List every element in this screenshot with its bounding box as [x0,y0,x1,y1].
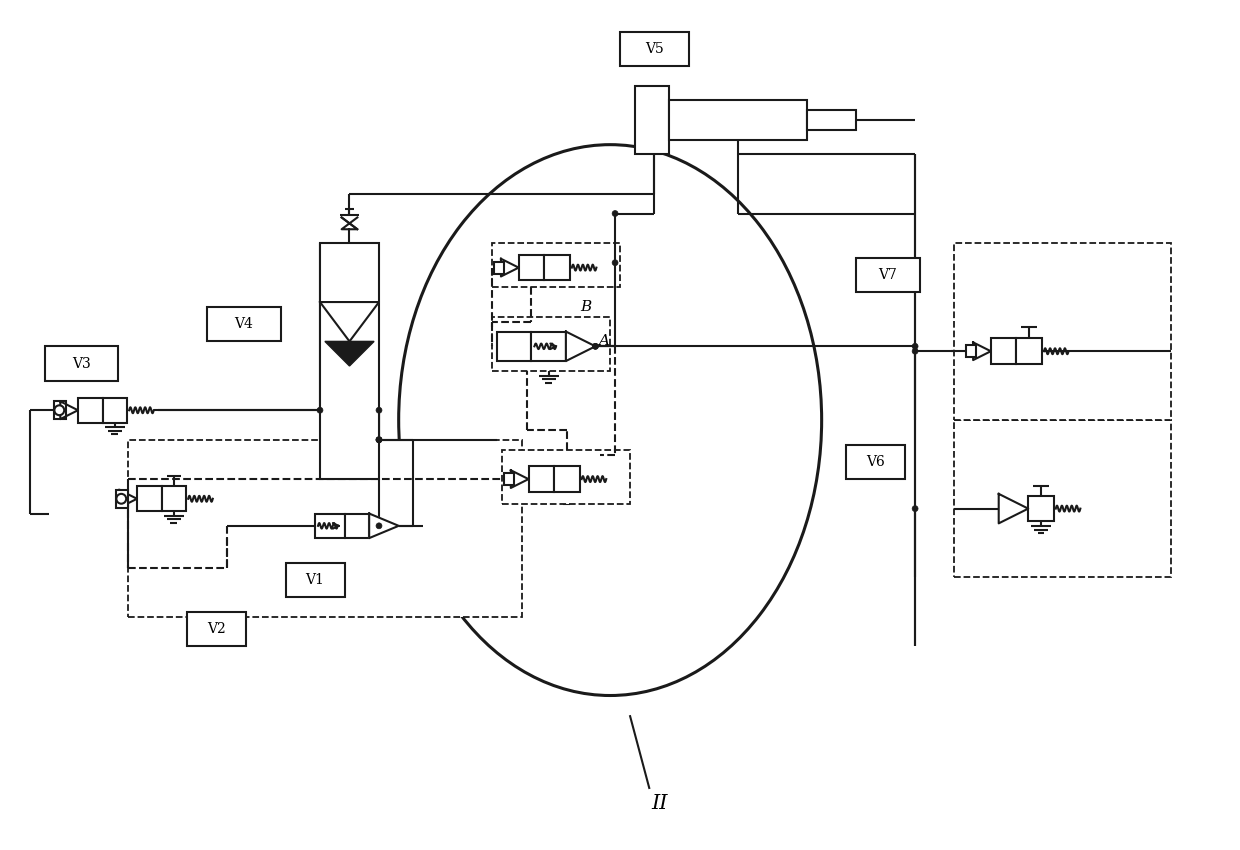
Circle shape [317,407,322,413]
Polygon shape [973,343,991,360]
Bar [138,486,161,511]
Bar [532,332,565,361]
Bar [955,420,1171,577]
Bar [320,243,379,479]
Circle shape [376,523,382,529]
Circle shape [913,506,918,512]
Bar [345,513,370,538]
Polygon shape [565,332,595,361]
Bar [502,450,630,504]
Bar [1017,338,1042,364]
Bar [518,255,544,280]
Bar [955,243,1171,420]
Text: V4: V4 [234,317,253,332]
Circle shape [376,437,382,443]
Bar [554,467,579,492]
Bar [285,563,345,598]
Ellipse shape [399,144,822,695]
Bar [846,445,905,479]
Bar [161,486,186,511]
Bar [1028,496,1054,521]
Bar [528,467,554,492]
Circle shape [913,343,918,349]
Circle shape [613,260,618,266]
Bar [492,243,620,287]
Bar [207,307,280,342]
Polygon shape [511,470,528,488]
Circle shape [613,211,618,217]
Circle shape [913,348,918,354]
Polygon shape [370,513,399,538]
Circle shape [117,494,126,504]
Polygon shape [320,302,379,342]
Bar [55,401,66,419]
Text: V7: V7 [879,268,898,282]
Text: B: B [580,300,591,314]
Circle shape [593,343,599,349]
Text: V2: V2 [207,622,226,636]
Text: V3: V3 [72,356,91,371]
Circle shape [55,405,64,415]
Bar [78,398,103,422]
Circle shape [376,437,382,443]
Bar [635,86,670,155]
Text: V5: V5 [645,42,663,56]
Bar [492,317,610,371]
Bar [620,31,689,66]
Bar [494,262,503,274]
Bar [45,346,118,381]
Circle shape [376,437,382,443]
Polygon shape [119,490,138,507]
Bar [503,473,513,485]
Text: V6: V6 [867,455,885,469]
Polygon shape [501,258,518,276]
Text: A: A [599,334,609,348]
Polygon shape [325,342,374,366]
Circle shape [376,407,382,413]
Bar [187,612,247,646]
Polygon shape [61,401,78,419]
Bar [966,345,976,357]
Bar [670,100,807,139]
Bar [117,490,128,507]
Text: II: II [651,794,667,813]
Bar [544,255,570,280]
Bar [856,258,920,292]
Text: V1: V1 [305,573,325,587]
Bar [807,110,856,130]
Bar [497,332,532,361]
Circle shape [593,343,599,349]
Bar [991,338,1017,364]
Bar [103,398,128,422]
Polygon shape [998,494,1028,524]
Bar [128,439,522,617]
Bar [315,513,345,538]
